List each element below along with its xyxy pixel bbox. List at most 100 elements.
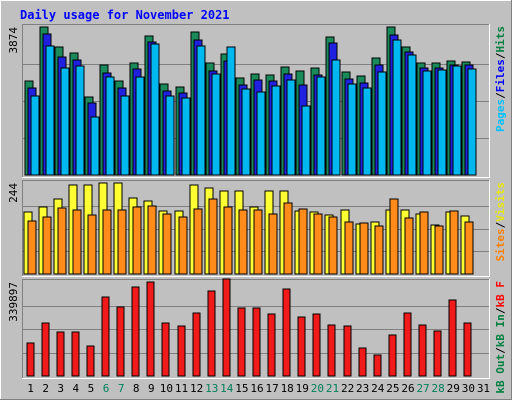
x-tick-label-day-20: 20 bbox=[311, 382, 324, 395]
bar-kb-f-day-23 bbox=[358, 347, 367, 377]
bar-pages-day-6 bbox=[105, 76, 115, 176]
x-tick-label-day-16: 16 bbox=[250, 382, 263, 395]
legend-files: Files bbox=[494, 59, 507, 92]
x-tick-label-day-27: 27 bbox=[416, 382, 429, 395]
bar-kb-f-day-13 bbox=[207, 290, 216, 377]
bar-kb-f-day-21 bbox=[327, 324, 336, 377]
bar-kb-f-day-27 bbox=[418, 324, 427, 377]
bar-sites-day-14 bbox=[223, 206, 233, 275]
bar-kb-f-day-11 bbox=[177, 325, 186, 377]
bar-pages-day-30 bbox=[467, 68, 477, 176]
bar-pages-day-19 bbox=[301, 105, 311, 176]
x-tick-label-day-22: 22 bbox=[341, 382, 354, 395]
bar-sites-day-17 bbox=[268, 213, 278, 275]
x-tick-label-day-8: 8 bbox=[133, 382, 140, 395]
x-tick-label-day-2: 2 bbox=[42, 382, 49, 395]
x-tick-label-day-14: 14 bbox=[220, 382, 234, 395]
bar-pages-day-10 bbox=[165, 95, 175, 176]
x-tick-label-day-15: 15 bbox=[235, 382, 248, 395]
bar-pages-day-24 bbox=[377, 71, 387, 176]
bar-sites-day-5 bbox=[87, 214, 97, 275]
bar-pages-day-11 bbox=[181, 97, 191, 176]
bar-kb-f-day-28 bbox=[433, 330, 442, 377]
bar-pages-day-13 bbox=[211, 73, 221, 176]
x-tick-label-day-19: 19 bbox=[296, 382, 309, 395]
bar-sites-day-6 bbox=[102, 209, 112, 275]
x-tick-label-day-18: 18 bbox=[281, 382, 294, 395]
x-tick-label-day-29: 29 bbox=[447, 382, 460, 395]
bar-sites-day-9 bbox=[147, 205, 157, 275]
x-tick-label-day-10: 10 bbox=[160, 382, 173, 395]
bar-pages-day-9 bbox=[150, 43, 160, 176]
bar-sites-day-3 bbox=[57, 207, 67, 275]
bar-kb-f-day-12 bbox=[192, 312, 201, 377]
bar-kb-f-day-15 bbox=[237, 307, 246, 377]
bar-pages-day-20 bbox=[316, 76, 326, 176]
legend-kb-in: kB In bbox=[494, 314, 507, 347]
x-tick-label-day-31: 31 bbox=[477, 382, 490, 395]
bar-sites-day-4 bbox=[72, 209, 82, 275]
bar-pages-day-15 bbox=[241, 88, 251, 176]
bar-pages-day-8 bbox=[135, 76, 145, 176]
panel-kbytes-max-label: 339897 bbox=[7, 282, 20, 322]
legend-separator: / bbox=[494, 221, 507, 228]
bar-kb-f-day-25 bbox=[388, 334, 397, 377]
bar-sites-day-16 bbox=[253, 209, 263, 275]
x-tick-label-day-4: 4 bbox=[73, 382, 80, 395]
bar-sites-day-30 bbox=[464, 221, 474, 275]
x-tick-label-day-28: 28 bbox=[432, 382, 445, 395]
legend-hits: Hits bbox=[494, 26, 507, 53]
legend-visits: Visits bbox=[494, 182, 507, 222]
legend-separator: / bbox=[494, 347, 507, 354]
legend-pages: Pages bbox=[494, 99, 507, 132]
bar-pages-day-29 bbox=[452, 65, 462, 176]
bar-sites-day-11 bbox=[178, 216, 188, 275]
bar-kb-f-day-3 bbox=[56, 331, 65, 377]
bar-kb-f-day-6 bbox=[101, 296, 110, 377]
legend-separator: / bbox=[494, 92, 507, 99]
bar-kb-f-day-16 bbox=[252, 307, 261, 377]
bar-pages-day-16 bbox=[256, 91, 266, 176]
bar-sites-day-10 bbox=[162, 213, 172, 275]
bar-sites-day-13 bbox=[208, 198, 218, 275]
bar-sites-day-21 bbox=[328, 216, 338, 275]
bar-sites-day-2 bbox=[42, 216, 52, 275]
bar-pages-day-1 bbox=[30, 95, 40, 176]
bar-sites-day-26 bbox=[404, 217, 414, 275]
bar-kb-f-day-4 bbox=[71, 331, 80, 377]
legend-separator: / bbox=[494, 307, 507, 314]
x-tick-label-day-26: 26 bbox=[401, 382, 414, 395]
x-tick-label-day-30: 30 bbox=[462, 382, 475, 395]
bar-kb-f-day-18 bbox=[282, 288, 291, 377]
bar-sites-day-20 bbox=[313, 213, 323, 275]
bar-kb-f-day-10 bbox=[161, 322, 170, 377]
x-tick-label-day-11: 11 bbox=[175, 382, 188, 395]
bar-kb-f-day-9 bbox=[146, 281, 155, 377]
bar-pages-day-21 bbox=[331, 59, 341, 176]
bar-sites-day-28 bbox=[434, 225, 444, 275]
bar-kb-f-day-24 bbox=[373, 354, 382, 377]
bar-pages-day-3 bbox=[60, 67, 70, 176]
bar-sites-day-22 bbox=[344, 221, 354, 275]
legend-kb-f: kB F bbox=[494, 281, 507, 308]
bar-kb-f-day-29 bbox=[448, 299, 457, 377]
x-tick-label-day-23: 23 bbox=[356, 382, 369, 395]
bar-pages-day-4 bbox=[75, 65, 85, 176]
bar-sites-day-19 bbox=[298, 208, 308, 275]
bar-kb-f-day-26 bbox=[403, 312, 412, 377]
x-tick-label-day-3: 3 bbox=[57, 382, 64, 395]
x-tick-label-day-6: 6 bbox=[103, 382, 110, 395]
legend-separator: / bbox=[494, 52, 507, 59]
bar-kb-f-day-1 bbox=[26, 342, 35, 377]
bar-kb-f-day-19 bbox=[297, 316, 306, 377]
bar-pages-day-7 bbox=[120, 95, 130, 176]
panel-kbytes-legend: kB Out/kB In/kB F bbox=[494, 281, 507, 394]
bar-pages-day-5 bbox=[90, 116, 100, 176]
legend-sites: Sites bbox=[494, 228, 507, 261]
bar-kb-f-day-2 bbox=[41, 322, 50, 377]
x-tick-label-day-17: 17 bbox=[265, 382, 278, 395]
panel-visits_sites-legend: Sites/Visits bbox=[494, 182, 507, 262]
bar-sites-day-18 bbox=[283, 202, 293, 275]
bar-sites-day-23 bbox=[359, 222, 369, 275]
bar-kb-f-day-22 bbox=[343, 325, 352, 377]
